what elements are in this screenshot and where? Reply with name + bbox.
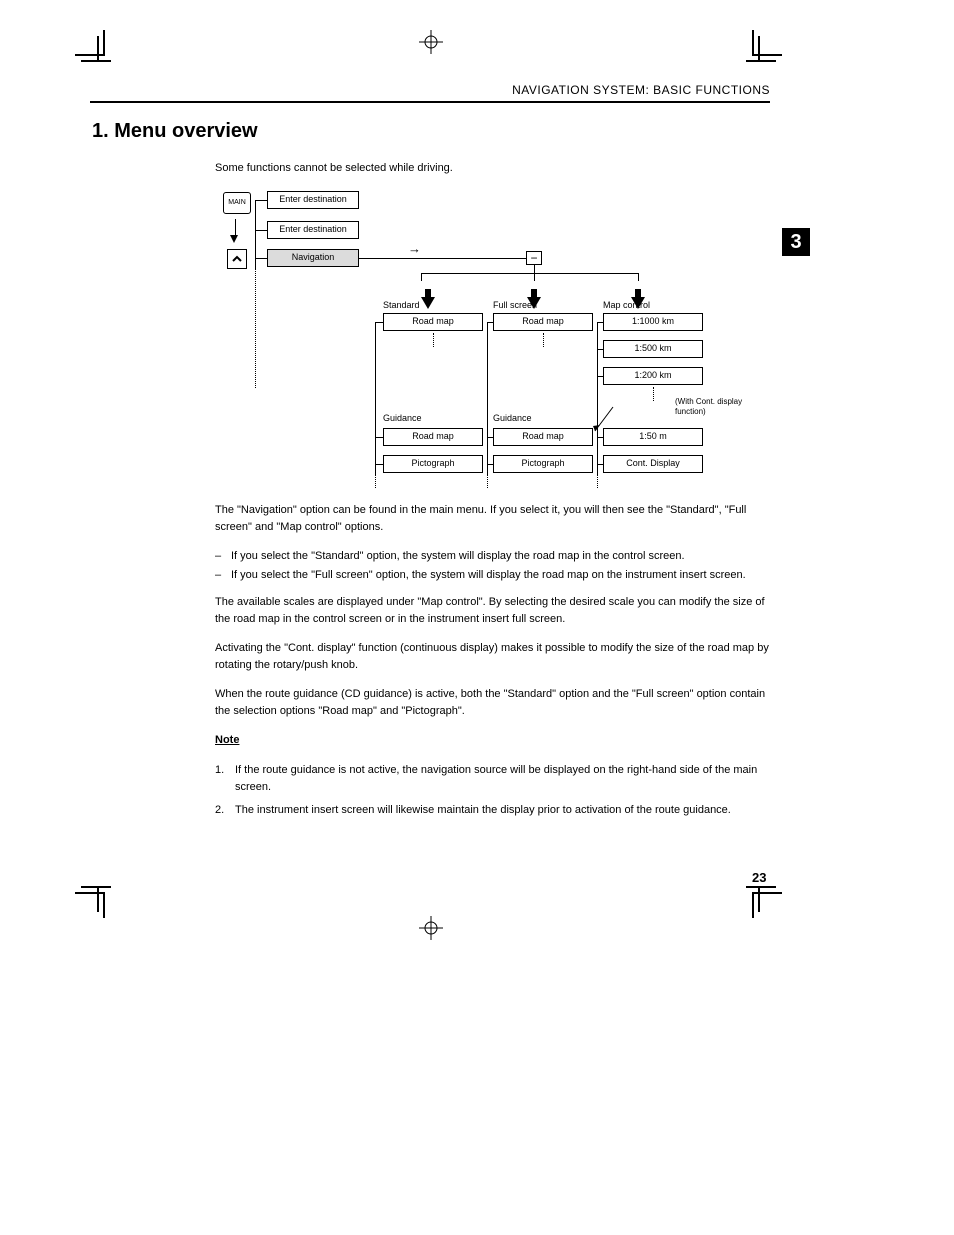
bullet-2: If you select the "Full screen" option, … — [231, 567, 746, 584]
registration-mark-bottom — [419, 916, 443, 940]
note-text-2: The instrument insert screen will likewi… — [235, 802, 731, 819]
para-1: The "Navigation" option can be found in … — [215, 502, 770, 536]
col-label-mapcontrol: Map control — [603, 300, 650, 310]
bullet-list: –If you select the "Standard" option, th… — [215, 548, 770, 584]
small-down-arrow — [233, 219, 238, 243]
fullscreen-guidance-roadmap: Road map — [493, 428, 593, 446]
note-num-1: 1. — [215, 762, 235, 796]
page: NAVIGATION SYSTEM: BASIC FUNCTIONS 3 NAV… — [0, 0, 954, 1235]
section-title: 1. Menu overview — [92, 120, 258, 143]
cont-display: Cont. Display — [603, 455, 703, 473]
col-label-guidance-2: Guidance — [493, 413, 532, 423]
para-2: The available scales are displayed under… — [215, 594, 770, 628]
pointer-line — [585, 403, 675, 433]
header-rule — [90, 101, 770, 103]
page-header: NAVIGATION SYSTEM: BASIC FUNCTIONS — [90, 83, 770, 97]
registration-mark-top — [419, 30, 443, 54]
fullscreen-guidance-pictograph: Pictograph — [493, 455, 593, 473]
scale-500km: 1:500 km — [603, 340, 703, 358]
para-4: When the route guidance (CD guidance) is… — [215, 686, 770, 720]
note-num-2: 2. — [215, 802, 235, 819]
arrow-right-icon: → — [408, 241, 421, 256]
menu-item-enter-destination-2: Enter destination — [267, 221, 359, 239]
scale-1000km: 1:1000 km — [603, 313, 703, 331]
menu-item-navigation: Navigation — [267, 249, 359, 267]
col-label-fullscreen: Full screen — [493, 300, 537, 310]
note-text-1: If the route guidance is not active, the… — [235, 762, 770, 796]
scale-200km: 1:200 km — [603, 367, 703, 385]
intro-text: Some functions cannot be selected while … — [215, 160, 770, 177]
note-label: Note — [215, 734, 239, 746]
minus-icon: − — [526, 251, 542, 265]
menu-diagram: MAIN Enter destination Enter destination… — [215, 185, 770, 495]
fat-arrow-down-1 — [421, 297, 435, 309]
body-text: The "Navigation" option can be found in … — [215, 502, 770, 825]
up-chevron-icon — [227, 249, 247, 269]
bullet-1: If you select the "Standard" option, the… — [231, 548, 685, 565]
page-number: 23 — [752, 870, 766, 885]
chapter-number: 3 — [790, 231, 801, 254]
chapter-tab: 3 — [782, 228, 810, 256]
fullscreen-road-map: Road map — [493, 313, 593, 331]
standard-road-map: Road map — [383, 313, 483, 331]
note-text-cont-display: (With Cont. display function) — [675, 397, 745, 416]
col-label-guidance-1: Guidance — [383, 413, 422, 423]
col-label-standard: Standard — [383, 300, 420, 310]
header-title: NAVIGATION SYSTEM: BASIC FUNCTIONS — [90, 83, 770, 97]
main-icon: MAIN — [223, 192, 251, 214]
menu-item-enter-destination-1: Enter destination — [267, 191, 359, 209]
standard-guidance-pictograph: Pictograph — [383, 455, 483, 473]
standard-guidance-roadmap: Road map — [383, 428, 483, 446]
para-3: Activating the "Cont. display" function … — [215, 640, 770, 674]
